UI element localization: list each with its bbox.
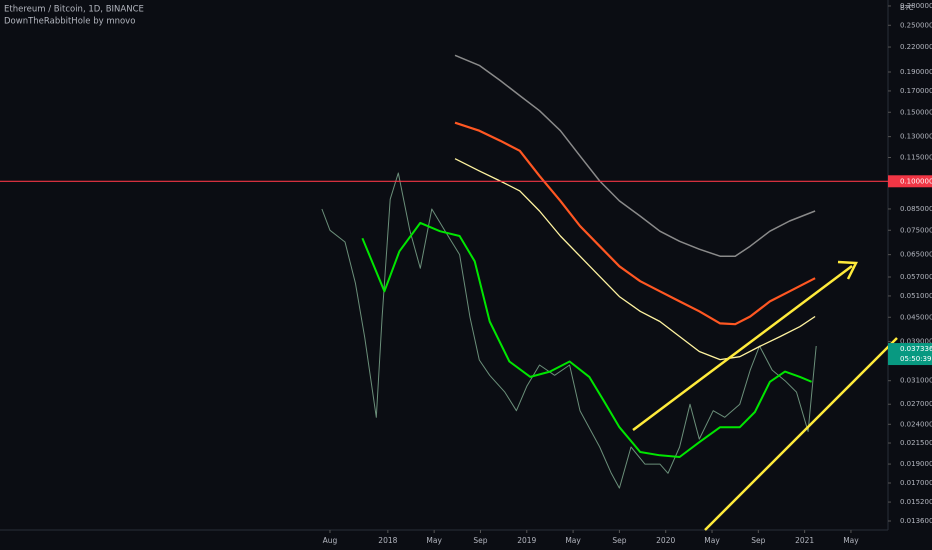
- chart-title: Ethereum / Bitcoin, 1D, BINANCE: [4, 5, 144, 15]
- y-tick-label: 0.250000: [900, 21, 932, 29]
- trend-line: [704, 337, 898, 531]
- y-tick-label: 0.015200: [900, 498, 932, 506]
- hline-label-bg: [888, 175, 932, 188]
- y-tick-label: 0.021500: [900, 439, 932, 447]
- y-tick-label: 0.075000: [900, 226, 932, 234]
- series-line: [321, 172, 817, 489]
- y-tick-label: 0.031000: [900, 377, 932, 385]
- y-tick-label: 0.220000: [900, 43, 932, 51]
- last-price-label: 0.037336: [900, 345, 932, 353]
- y-tick-label: 0.024000: [900, 420, 932, 428]
- series-line: [454, 54, 816, 257]
- x-tick-label: Aug: [323, 536, 338, 545]
- y-tick-label: 0.130000: [900, 133, 932, 141]
- x-tick-label: 2021: [795, 536, 814, 545]
- chart-subtitle: DownTheRabbitHole by mnovo: [4, 17, 135, 27]
- y-tick-label: 0.027000: [900, 400, 932, 408]
- plot-area: [0, 54, 888, 489]
- y-tick-label: 0.065000: [900, 251, 932, 259]
- series-line: [454, 158, 816, 361]
- last-price-bg: [888, 343, 932, 366]
- x-tick-label: Sep: [612, 536, 626, 545]
- arrow-head: [837, 260, 858, 280]
- x-tick-label: Sep: [751, 536, 765, 545]
- trend-lines: [632, 260, 898, 531]
- y-tick-label: 0.057000: [900, 273, 932, 281]
- y-tick-label: 0.190000: [900, 68, 932, 76]
- y-tick-label: 0.085000: [900, 205, 932, 213]
- x-tick-label: May: [843, 536, 859, 545]
- x-tick-label: 2018: [378, 536, 397, 545]
- unit-label: BTC: [900, 4, 914, 12]
- y-tick-label: 0.170000: [900, 87, 932, 95]
- y-tick-label: 0.013600: [900, 517, 932, 525]
- x-tick-label: May: [704, 536, 720, 545]
- axes: 0.280000 0.250000 0.220000 0.190000 0.170000…: [323, 2, 932, 545]
- x-tick-label: May: [565, 536, 581, 545]
- y-tick-label: 0.017000: [900, 479, 932, 487]
- y-tick-label: 0.051000: [900, 292, 932, 300]
- series-line: [361, 221, 812, 458]
- x-tick-label: Sep: [473, 536, 487, 545]
- y-tick-label: 0.115000: [900, 153, 932, 161]
- y-tick-label: 0.150000: [900, 108, 932, 116]
- y-tick-label: 0.045000: [900, 313, 932, 321]
- series-line: [454, 121, 816, 326]
- x-tick-label: 2019: [517, 536, 536, 545]
- y-tick-label: 0.019000: [900, 460, 932, 468]
- x-tick-label: May: [426, 536, 442, 545]
- x-tick-label: 2020: [656, 536, 675, 545]
- trend-line: [632, 264, 853, 432]
- y-tick-label: 0.039000: [900, 338, 932, 346]
- hline-label: 0.100000: [900, 177, 932, 185]
- countdown-label: 05:50:39: [900, 355, 931, 363]
- y-tick-label: 0.280000: [900, 2, 932, 10]
